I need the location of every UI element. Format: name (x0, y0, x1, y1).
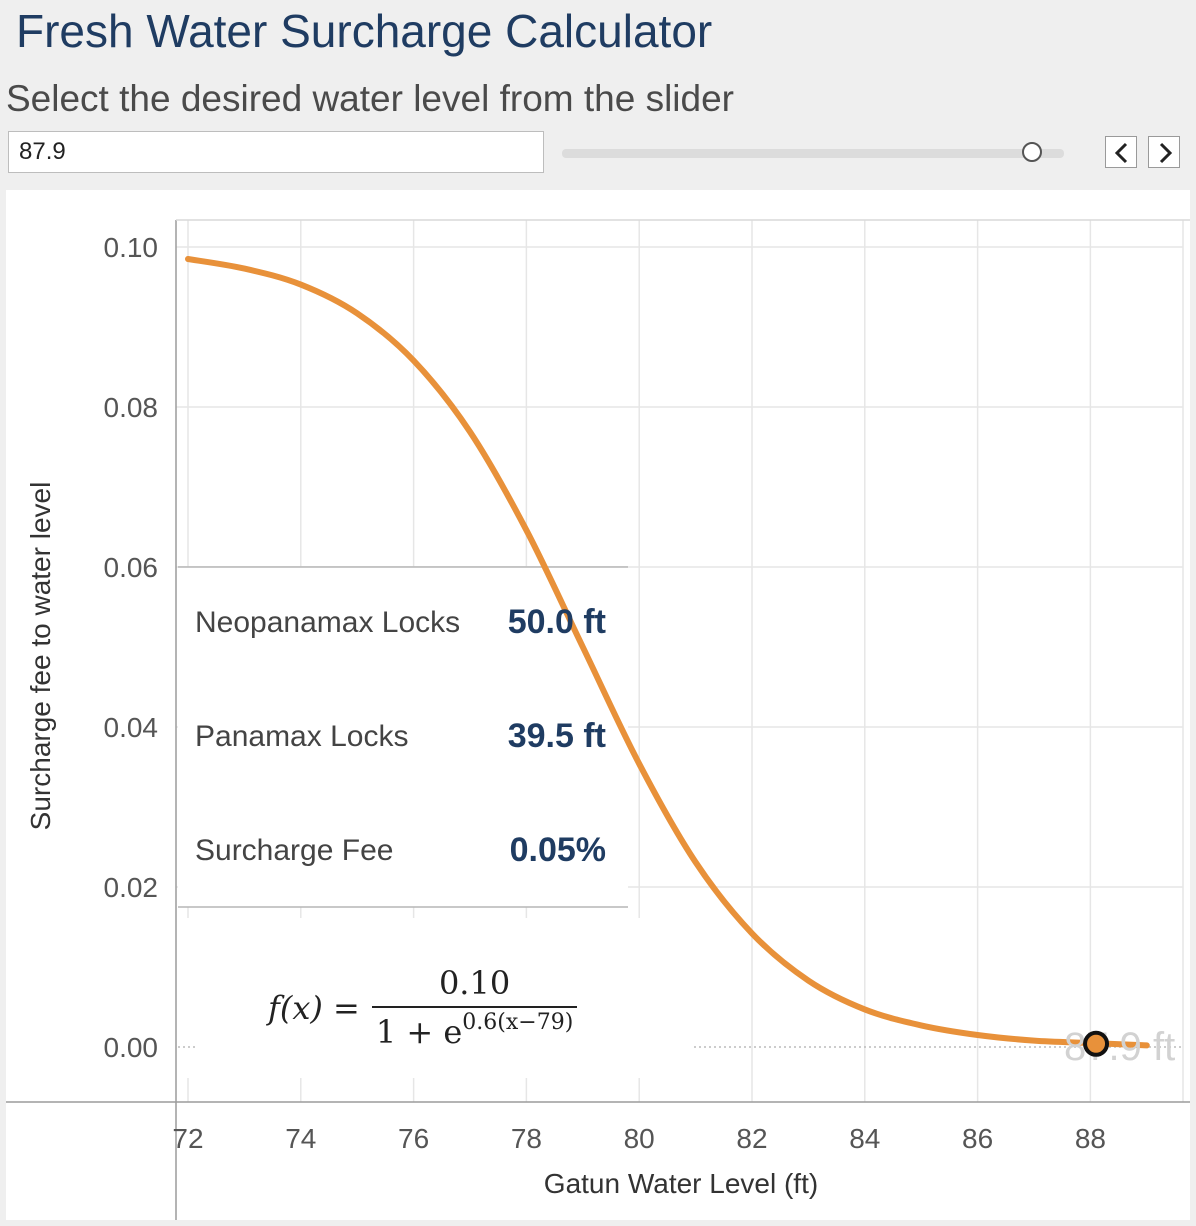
slider-instruction: Select the desired water level from the … (6, 78, 735, 119)
formula-exponent: 0.6(x−79) (462, 1010, 574, 1035)
surcharge-chart-panel: 0.00 0.02 0.04 0.06 0.08 0.10 72 74 76 78 80 82 84 86… (6, 190, 1190, 1220)
x-tick-label: 86 (962, 1123, 993, 1154)
next-level-button[interactable] (1148, 136, 1180, 168)
y-tick-label: 0.00 (104, 1032, 159, 1063)
y-tick-label: 0.06 (104, 552, 159, 583)
chevron-left-icon (1114, 142, 1128, 164)
y-tick-label: 0.04 (104, 712, 159, 743)
formula-backdrop (178, 918, 688, 1078)
x-tick-label: 88 (1075, 1123, 1106, 1154)
surcharge-fee-label: Surcharge Fee (195, 834, 394, 867)
surcharge-chart: 0.00 0.02 0.04 0.06 0.08 0.10 72 74 76 78 80 82 84 86… (6, 219, 1190, 1220)
formula-numerator: 0.10 (438, 964, 511, 1002)
formula-denominator: 1 + e0.6(x−79) (372, 1008, 577, 1051)
formula-lhs: f(x) = (268, 988, 360, 1027)
x-tick-label: 84 (849, 1123, 880, 1154)
y-tick-label: 0.02 (104, 872, 159, 903)
x-tick-label: 74 (285, 1123, 316, 1154)
panamax-value: 39.5 ft (507, 717, 606, 755)
formula-denominator-base: 1 + e (375, 1013, 463, 1051)
x-tick-label: 76 (398, 1123, 429, 1154)
surcharge-formula: f(x) = 0.10 1 + e0.6(x−79) (268, 964, 578, 1051)
water-level-slider-track[interactable] (562, 149, 1064, 158)
x-tick-label: 72 (172, 1123, 203, 1154)
y-tick-label: 0.10 (104, 232, 159, 263)
surcharge-curve (185, 256, 1150, 1049)
chevron-right-icon (1159, 142, 1173, 164)
x-axis-title: Gatun Water Level (ft) (544, 1168, 818, 1199)
x-tick-label: 80 (624, 1123, 655, 1154)
previous-level-button[interactable] (1105, 136, 1137, 168)
y-tick-label: 0.08 (104, 392, 159, 423)
surcharge-fee-value: 0.05% (509, 831, 606, 869)
info-box-background (178, 567, 628, 907)
neopanamax-label: Neopanamax Locks (195, 606, 461, 639)
neopanamax-value: 50.0 ft (507, 603, 606, 641)
formula-fraction-bar (371, 1006, 578, 1008)
water-level-slider-thumb[interactable] (1021, 142, 1042, 162)
panamax-label: Panamax Locks (195, 720, 409, 753)
water-level-input[interactable] (8, 131, 544, 173)
marker-label: 87.9 ft (1064, 1025, 1175, 1069)
x-tick-label: 78 (511, 1123, 542, 1154)
x-tick-label: 82 (736, 1123, 767, 1154)
selected-level-marker (1083, 1030, 1110, 1057)
formula-fraction: 0.10 1 + e0.6(x−79) (371, 964, 578, 1051)
y-axis-title: Surcharge fee to water level (25, 482, 56, 831)
page-title: Fresh Water Surcharge Calculator (16, 5, 713, 57)
